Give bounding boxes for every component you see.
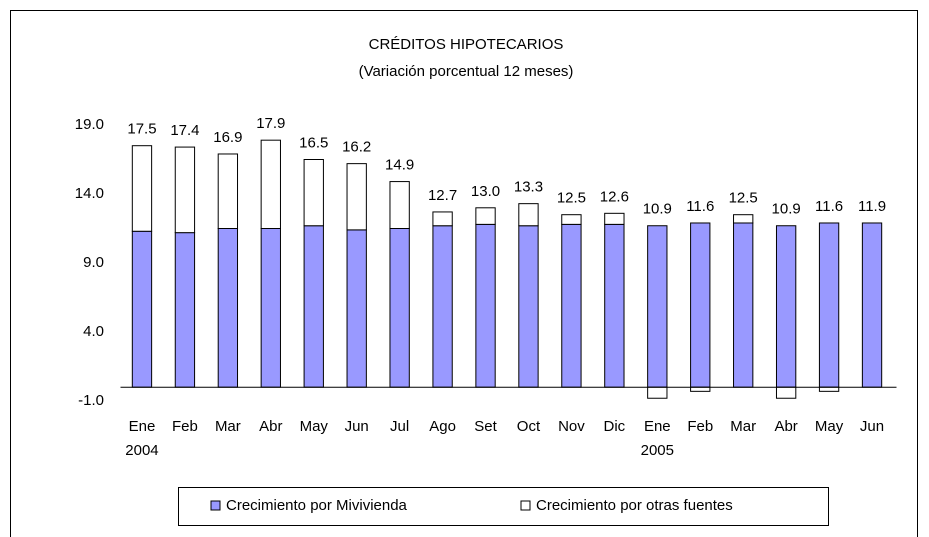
bar-segment (432, 225, 453, 388)
bar-segment (604, 212, 625, 225)
x-tick-label: May (815, 418, 844, 435)
x-tick-label: Dic (604, 418, 626, 435)
data-label: 16.5 (299, 134, 328, 151)
bar-segment (260, 228, 281, 388)
y-tick-label: 4.0 (83, 323, 104, 340)
bar-segment (260, 139, 281, 229)
x-tick-label: Mar (215, 418, 241, 435)
data-label: 11.6 (686, 198, 714, 215)
data-label: 17.5 (127, 121, 156, 138)
data-label: 11.6 (815, 198, 843, 215)
data-label: 14.9 (385, 157, 414, 174)
chart-subtitle: (Variación porcentual 12 meses) (359, 63, 574, 80)
bar-segment (174, 232, 196, 388)
bar-segment (690, 222, 711, 388)
data-label: 12.5 (729, 190, 758, 207)
bar-segment (604, 223, 625, 388)
y-tick-label: 19.0 (75, 116, 104, 133)
data-label: 17.9 (256, 115, 285, 132)
y-tick-label: 9.0 (83, 254, 104, 271)
bar-segment (861, 222, 883, 388)
x-tick-label: Ago (429, 418, 456, 435)
bar-segment (775, 386, 797, 399)
bar-segment (475, 223, 496, 388)
data-label: 16.2 (342, 139, 371, 156)
bar-segment (217, 153, 239, 229)
x-tick-label: Mar (730, 418, 756, 435)
x-tick-label: Feb (172, 418, 198, 435)
y-tick-label: -1.0 (78, 392, 104, 409)
bar-segment (303, 159, 324, 227)
data-label: 11.9 (858, 198, 886, 215)
bar-segment (561, 214, 582, 225)
legend-box (178, 487, 829, 526)
x-tick-label: Set (474, 418, 497, 435)
bar-segment (389, 228, 410, 388)
x-tick-label: Oct (517, 418, 541, 435)
bar-segment (346, 163, 367, 231)
bar-segment (217, 228, 239, 388)
x-tick-label: Jun (345, 418, 369, 435)
x-tick-label: Ene (129, 418, 156, 435)
bar-segment (174, 146, 196, 234)
legend-label: Crecimiento por Mivivienda (226, 497, 408, 514)
data-label: 12.6 (600, 188, 629, 205)
bar-segment (131, 230, 153, 388)
data-label: 12.7 (428, 187, 457, 204)
data-label: 13.3 (514, 179, 543, 196)
bar-segment (690, 386, 711, 392)
bar-segment (346, 229, 367, 388)
data-label: 10.9 (772, 201, 801, 218)
bar-segment (389, 181, 410, 229)
bar-segment (303, 225, 324, 388)
bar-segment (432, 211, 453, 227)
bar-segment (518, 203, 539, 227)
bar-segment (818, 386, 840, 392)
x-tick-label: Jun (860, 418, 884, 435)
bar-segment (818, 222, 840, 388)
data-label: 16.9 (213, 129, 242, 146)
x-tick-label: May (300, 418, 329, 435)
x-sublabel: 2004 (125, 442, 158, 459)
x-tick-label: Nov (558, 418, 585, 435)
bar-segment (733, 214, 754, 224)
y-tick-label: 14.0 (75, 185, 104, 202)
bar-segment (647, 225, 668, 388)
legend-swatch (210, 500, 221, 511)
x-tick-label: Ene (644, 418, 671, 435)
bar-segment (775, 225, 797, 388)
data-label: 12.5 (557, 190, 586, 207)
x-tick-label: Feb (687, 418, 713, 435)
data-label: 17.4 (170, 122, 199, 139)
chart-frame (10, 10, 918, 537)
chart-title: CRÉDITOS HIPOTECARIOS (369, 36, 564, 53)
legend-swatch (520, 500, 531, 511)
x-tick-label: Jul (390, 418, 409, 435)
bar-segment (131, 145, 153, 232)
x-sublabel: 2005 (641, 442, 674, 459)
bar-segment (475, 207, 496, 225)
bar-segment (518, 225, 539, 388)
bar-segment (733, 222, 754, 388)
legend-label: Crecimiento por otras fuentes (536, 497, 733, 514)
bar-segment (561, 223, 582, 388)
data-label: 10.9 (643, 201, 672, 218)
bar-segment (647, 386, 668, 399)
data-label: 13.0 (471, 183, 500, 200)
x-tick-label: Abr (774, 418, 797, 435)
x-tick-label: Abr (259, 418, 282, 435)
